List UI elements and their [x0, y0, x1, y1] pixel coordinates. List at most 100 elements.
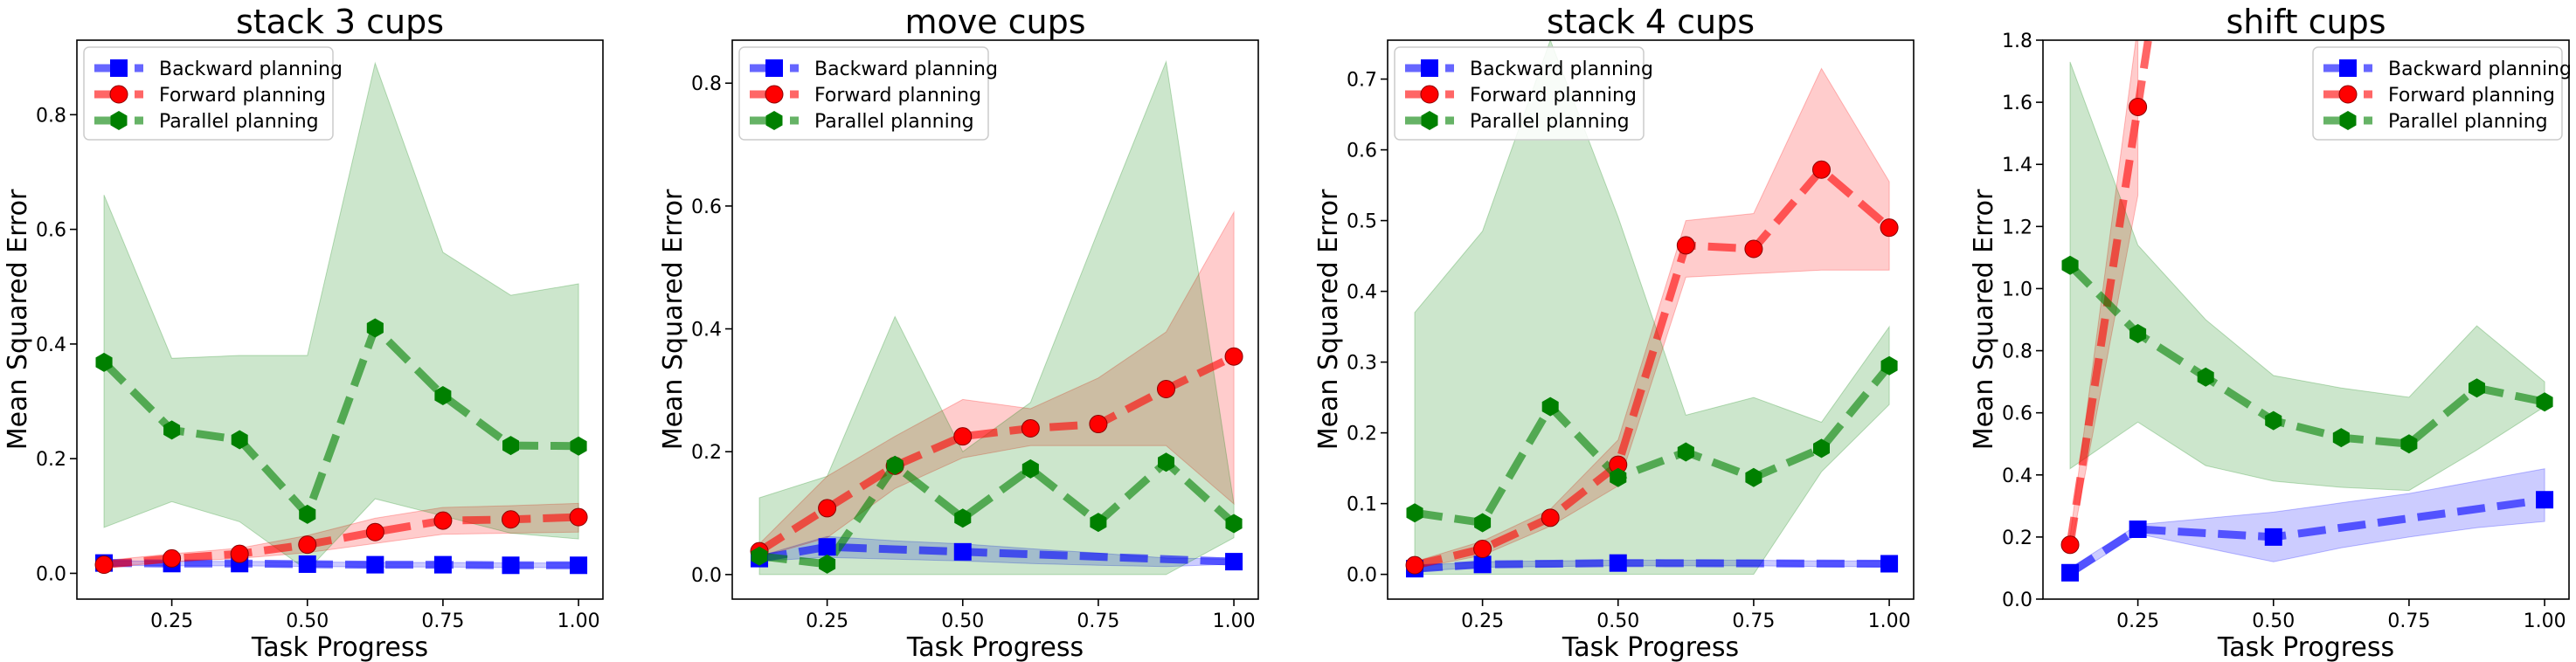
- data-point-backward: [2536, 491, 2554, 509]
- chart-title: stack 3 cups: [236, 3, 444, 41]
- legend-marker-forward: [765, 85, 784, 104]
- data-point-parallel: [819, 554, 836, 574]
- x-tick-label: 0.25: [806, 610, 848, 632]
- series-line-backward: [1414, 559, 1890, 573]
- plot-area: [94, 61, 588, 575]
- plot-area: [2060, 40, 2554, 582]
- x-tick-label: 0.25: [2116, 610, 2159, 632]
- chart-panel-3: 0.25 0.50 0.75 1.00 0.0 0.1 0.2 0.3 0.4 0.5 0.6 0.7…: [1313, 3, 1915, 662]
- y-tick-label: 0.2: [2002, 528, 2032, 549]
- data-point-backward: [1225, 553, 1243, 571]
- legend-marker-parallel: [1421, 111, 1438, 130]
- y-tick-label: 1.8: [2002, 31, 2032, 52]
- data-point-parallel: [95, 352, 113, 372]
- y-tick-label: 0.0: [36, 563, 66, 585]
- y-tick-label: 1.2: [2002, 217, 2032, 238]
- data-point-forward: [2129, 97, 2148, 116]
- y-axis-label: Mean Squared Error: [3, 189, 33, 450]
- data-point-backward: [2264, 528, 2282, 546]
- data-point-forward: [433, 511, 453, 530]
- y-tick-label: 0.6: [2002, 403, 2032, 425]
- data-point-forward: [298, 535, 317, 555]
- chart-panel-1: 0.25 0.50 0.75 1.00 0.0 0.2 0.4 0.6 0.8 stack 3 c…: [3, 3, 604, 662]
- chart-panel-4: 0.25 0.50 0.75 1.00 0.0 0.2 0.4 0.6 0.8 1.0 1.2 1.4…: [1969, 3, 2572, 662]
- data-point-parallel: [2332, 428, 2350, 448]
- data-point-forward: [230, 544, 249, 563]
- legend-label-forward: Forward planning: [1470, 85, 1637, 107]
- axes-frame: [1387, 39, 1915, 600]
- series-line-forward: [757, 353, 1236, 555]
- confidence-band-parallel: [103, 61, 579, 571]
- data-point-parallel: [1474, 513, 1492, 533]
- y-tick-label: 0.7: [1347, 70, 1377, 92]
- x-tick-label: 0.25: [150, 610, 193, 632]
- data-point-parallel: [502, 436, 519, 456]
- data-point-forward: [1089, 415, 1108, 434]
- y-axis-label: Mean Squared Error: [658, 189, 689, 450]
- data-point-parallel: [1225, 514, 1243, 534]
- legend-box: [738, 46, 989, 141]
- data-point-forward: [818, 499, 837, 518]
- data-point-parallel: [1813, 438, 1830, 459]
- plot-area: [1405, 40, 1899, 578]
- data-point-parallel: [299, 504, 316, 524]
- legend-label-backward: Backward planning: [2388, 59, 2572, 80]
- legend-label-forward: Forward planning: [159, 85, 326, 107]
- data-point-forward: [1744, 239, 1763, 259]
- x-tick-label: 0.75: [2387, 610, 2430, 632]
- x-tick-label: 0.50: [286, 610, 329, 632]
- chart-title: stack 4 cups: [1547, 3, 1755, 41]
- legend-label-forward: Forward planning: [2388, 85, 2555, 107]
- legend: Backward planning Forward planning Paralle…: [1394, 46, 1653, 141]
- data-point-forward: [1021, 418, 1040, 438]
- data-point-backward: [953, 542, 972, 561]
- y-tick-label: 0.5: [1347, 211, 1377, 233]
- legend-label-parallel: Parallel planning: [159, 111, 319, 133]
- legend-marker-backward: [2339, 59, 2357, 77]
- y-tick-label: 0.4: [36, 334, 66, 356]
- legend-label-backward: Backward planning: [1470, 59, 1653, 80]
- data-point-backward: [502, 556, 520, 575]
- data-point-parallel: [2061, 255, 2079, 275]
- axes-frame: [2042, 39, 2570, 600]
- x-tick-label: 1.00: [557, 610, 600, 632]
- chart-title: shift cups: [2226, 3, 2386, 41]
- data-point-backward: [433, 555, 452, 574]
- y-tick-label: 0.8: [36, 105, 66, 127]
- y-tick-label: 1.0: [2002, 279, 2032, 300]
- data-point-forward: [1156, 379, 1175, 398]
- x-tick-label: 0.50: [941, 610, 984, 632]
- legend-label-forward: Forward planning: [814, 85, 981, 107]
- x-tick-label: 0.50: [1596, 610, 1639, 632]
- legend: Backward planning Forward planning Paralle…: [2312, 46, 2572, 141]
- legend-label-parallel: Parallel planning: [814, 111, 974, 133]
- data-point-parallel: [954, 508, 972, 528]
- y-tick-label: 0.0: [691, 565, 722, 587]
- data-point-forward: [163, 548, 182, 568]
- data-point-parallel: [2129, 324, 2147, 343]
- data-point-backward: [298, 555, 316, 573]
- y-tick-label: 0.4: [1347, 282, 1377, 304]
- data-point-parallel: [231, 430, 248, 450]
- data-point-forward: [94, 555, 114, 575]
- x-tick-label: 0.75: [421, 610, 464, 632]
- y-tick-label: 0.8: [691, 73, 722, 95]
- chart-panel-2: 0.25 0.50 0.75 1.00 0.0 0.2 0.4 0.6 0.8 move cups…: [658, 3, 1259, 662]
- y-tick-label: 0.3: [1347, 353, 1377, 375]
- x-tick-label: 0.75: [1077, 610, 1119, 632]
- data-point-forward: [501, 510, 520, 529]
- y-tick-label: 0.2: [36, 449, 66, 471]
- data-point-parallel: [886, 455, 904, 475]
- y-tick-label: 1.6: [2002, 93, 2032, 114]
- data-point-forward: [1473, 539, 1492, 558]
- legend-box: [1394, 46, 1645, 141]
- y-tick-label: 0.1: [1347, 494, 1377, 516]
- data-point-parallel: [1090, 513, 1107, 533]
- y-tick-label: 0.4: [2002, 465, 2032, 487]
- data-point-backward: [1609, 554, 1627, 572]
- x-tick-label: 0.25: [1461, 610, 1504, 632]
- series-line-backward: [758, 542, 1235, 566]
- legend: Backward planning Forward planning Paralle…: [83, 46, 343, 141]
- x-axis-label: Task Progress: [1562, 632, 1739, 662]
